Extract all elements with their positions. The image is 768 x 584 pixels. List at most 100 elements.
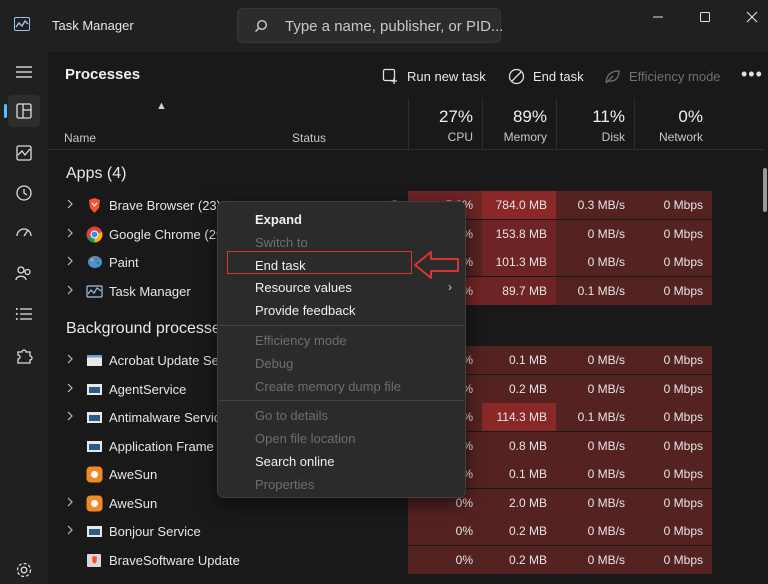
cpu-cell: 0% [408,517,482,545]
nav-services[interactable] [8,340,40,372]
memory-cell: 89.7 MB [482,277,556,305]
chevron-right-icon[interactable] [66,199,74,209]
close-icon[interactable] [740,8,764,26]
leaf-icon [605,69,620,83]
process-row-antimalware[interactable]: Antimalware Service Executable 0.1% 114.… [48,403,764,431]
memory-cell: 153.8 MB [482,220,556,248]
chevron-right-icon[interactable] [66,256,74,266]
disk-cell: 0 MB/s [556,517,634,545]
chrome-icon [86,226,103,243]
menu-expand[interactable]: Expand [255,212,302,227]
menu-end-task[interactable]: End task [255,258,306,273]
startup-gauge-icon [16,228,32,237]
column-cpu[interactable]: 27% CPU [408,98,482,150]
context-menu: Expand Switch to End task Resource value… [217,201,466,498]
process-name: Google Chrome (29) [109,227,228,242]
process-name: Task Manager [109,284,191,299]
memory-cell: 784.0 MB [482,191,556,219]
nav-app-history[interactable] [8,177,40,209]
chevron-right-icon[interactable] [66,383,74,393]
sort-up-icon[interactable]: ▲ [156,100,167,112]
task-manager-app-icon [14,17,30,31]
paint-icon [88,256,102,268]
column-disk[interactable]: 11% Disk [556,98,634,150]
process-row-brave[interactable]: Brave Browser (23) 5.2% 784.0 MB 0.3 MB/… [48,191,764,219]
process-row-bonjour[interactable]: Bonjour Service 0% 0.2 MB 0 MB/s 0 Mbps [48,517,764,545]
run-new-task-label: Run new task [407,68,486,84]
disk-cell: 0 MB/s [556,432,634,460]
service-window-icon [87,384,102,395]
efficiency-mode-button[interactable]: Efficiency mode [604,63,721,89]
chevron-right-icon[interactable] [66,285,74,295]
column-network[interactable]: 0% Network [634,98,712,150]
network-cell: 0 Mbps [634,432,712,460]
menu-go-to-details[interactable]: Go to details [255,408,328,423]
menu-properties[interactable]: Properties [255,477,315,492]
disk-label: Disk [601,130,625,144]
menu-resource-values[interactable]: Resource values [255,280,352,295]
disk-cell: 0 MB/s [556,248,634,276]
network-cell: 0 Mbps [634,489,712,517]
nav-users[interactable] [8,257,40,289]
search-icon [255,19,268,32]
awesun-icon [86,495,103,512]
menu-efficiency-mode[interactable]: Efficiency mode [255,333,347,348]
chevron-right-icon[interactable] [66,525,74,535]
memory-cell: 0.1 MB [482,346,556,374]
brave-icon [89,198,100,213]
network-cell: 0 Mbps [634,546,712,574]
network-cell: 0 Mbps [634,277,712,305]
process-row-brave-update[interactable]: BraveSoftware Update 0% 0.2 MB 0 MB/s 0 … [48,546,764,574]
disk-cell: 0 MB/s [556,375,634,403]
menu-open-file-location[interactable]: Open file location [255,431,356,446]
nav-details[interactable] [8,298,40,330]
search-box[interactable]: Type a name, publisher, or PID... [237,8,504,43]
chevron-right-icon[interactable] [66,497,74,507]
more-options-icon[interactable]: ••• [741,64,763,84]
menu-search-online[interactable]: Search online [255,454,335,469]
hamburger-icon [16,66,32,78]
process-name: AweSun [109,496,158,511]
search-placeholder[interactable]: Type a name, publisher, or PID... [285,18,504,35]
column-memory[interactable]: 89% Memory [482,98,556,150]
nav-performance[interactable] [8,137,40,169]
menu-create-dump[interactable]: Create memory dump file [255,379,401,394]
menu-separator [219,400,464,401]
memory-cell: 114.3 MB [482,403,556,431]
performance-icon [16,145,32,161]
menu-provide-feedback[interactable]: Provide feedback [255,303,356,318]
minimize-icon[interactable] [646,8,670,26]
awesun-icon [86,466,103,483]
vertical-scrollbar[interactable] [763,168,767,212]
disk-total: 11% [592,107,625,126]
chevron-right-icon[interactable] [66,354,74,364]
column-name[interactable]: Name [64,131,97,145]
disk-cell: 0 MB/s [556,220,634,248]
title-bar: Task Manager Type a name, publisher, or … [0,0,768,52]
cpu-cell: 0% [408,546,482,574]
maximize-icon[interactable] [693,8,717,26]
run-new-task-button[interactable]: Run new task [382,63,486,89]
process-row-app-frame-host[interactable]: Application Frame Host 0% 0.8 MB 0 MB/s … [48,432,764,460]
brave-update-icon [87,554,101,567]
network-cell: 0 Mbps [634,460,712,488]
hamburger-menu-button[interactable] [8,56,40,88]
chevron-right-icon[interactable] [66,228,74,238]
disk-cell: 0.3 MB/s [556,191,634,219]
chevron-right-icon[interactable] [66,411,74,421]
network-cell: 0 Mbps [634,346,712,374]
nav-startup-apps[interactable] [8,217,40,249]
disk-cell: 0 MB/s [556,460,634,488]
memory-cell: 101.3 MB [482,248,556,276]
menu-debug[interactable]: Debug [255,356,294,371]
disk-cell: 0.1 MB/s [556,277,634,305]
nav-processes[interactable] [4,95,40,127]
users-icon [15,266,31,281]
nav-settings[interactable] [8,554,40,584]
menu-switch-to[interactable]: Switch to [255,235,308,250]
column-status[interactable]: Status [292,131,327,145]
process-row-awesun-2[interactable]: AweSun 0% 2.0 MB 0 MB/s 0 Mbps [48,489,764,517]
app-title: Task Manager [52,18,134,33]
end-task-button[interactable]: End task [508,63,584,89]
process-name: AweSun [109,467,158,482]
